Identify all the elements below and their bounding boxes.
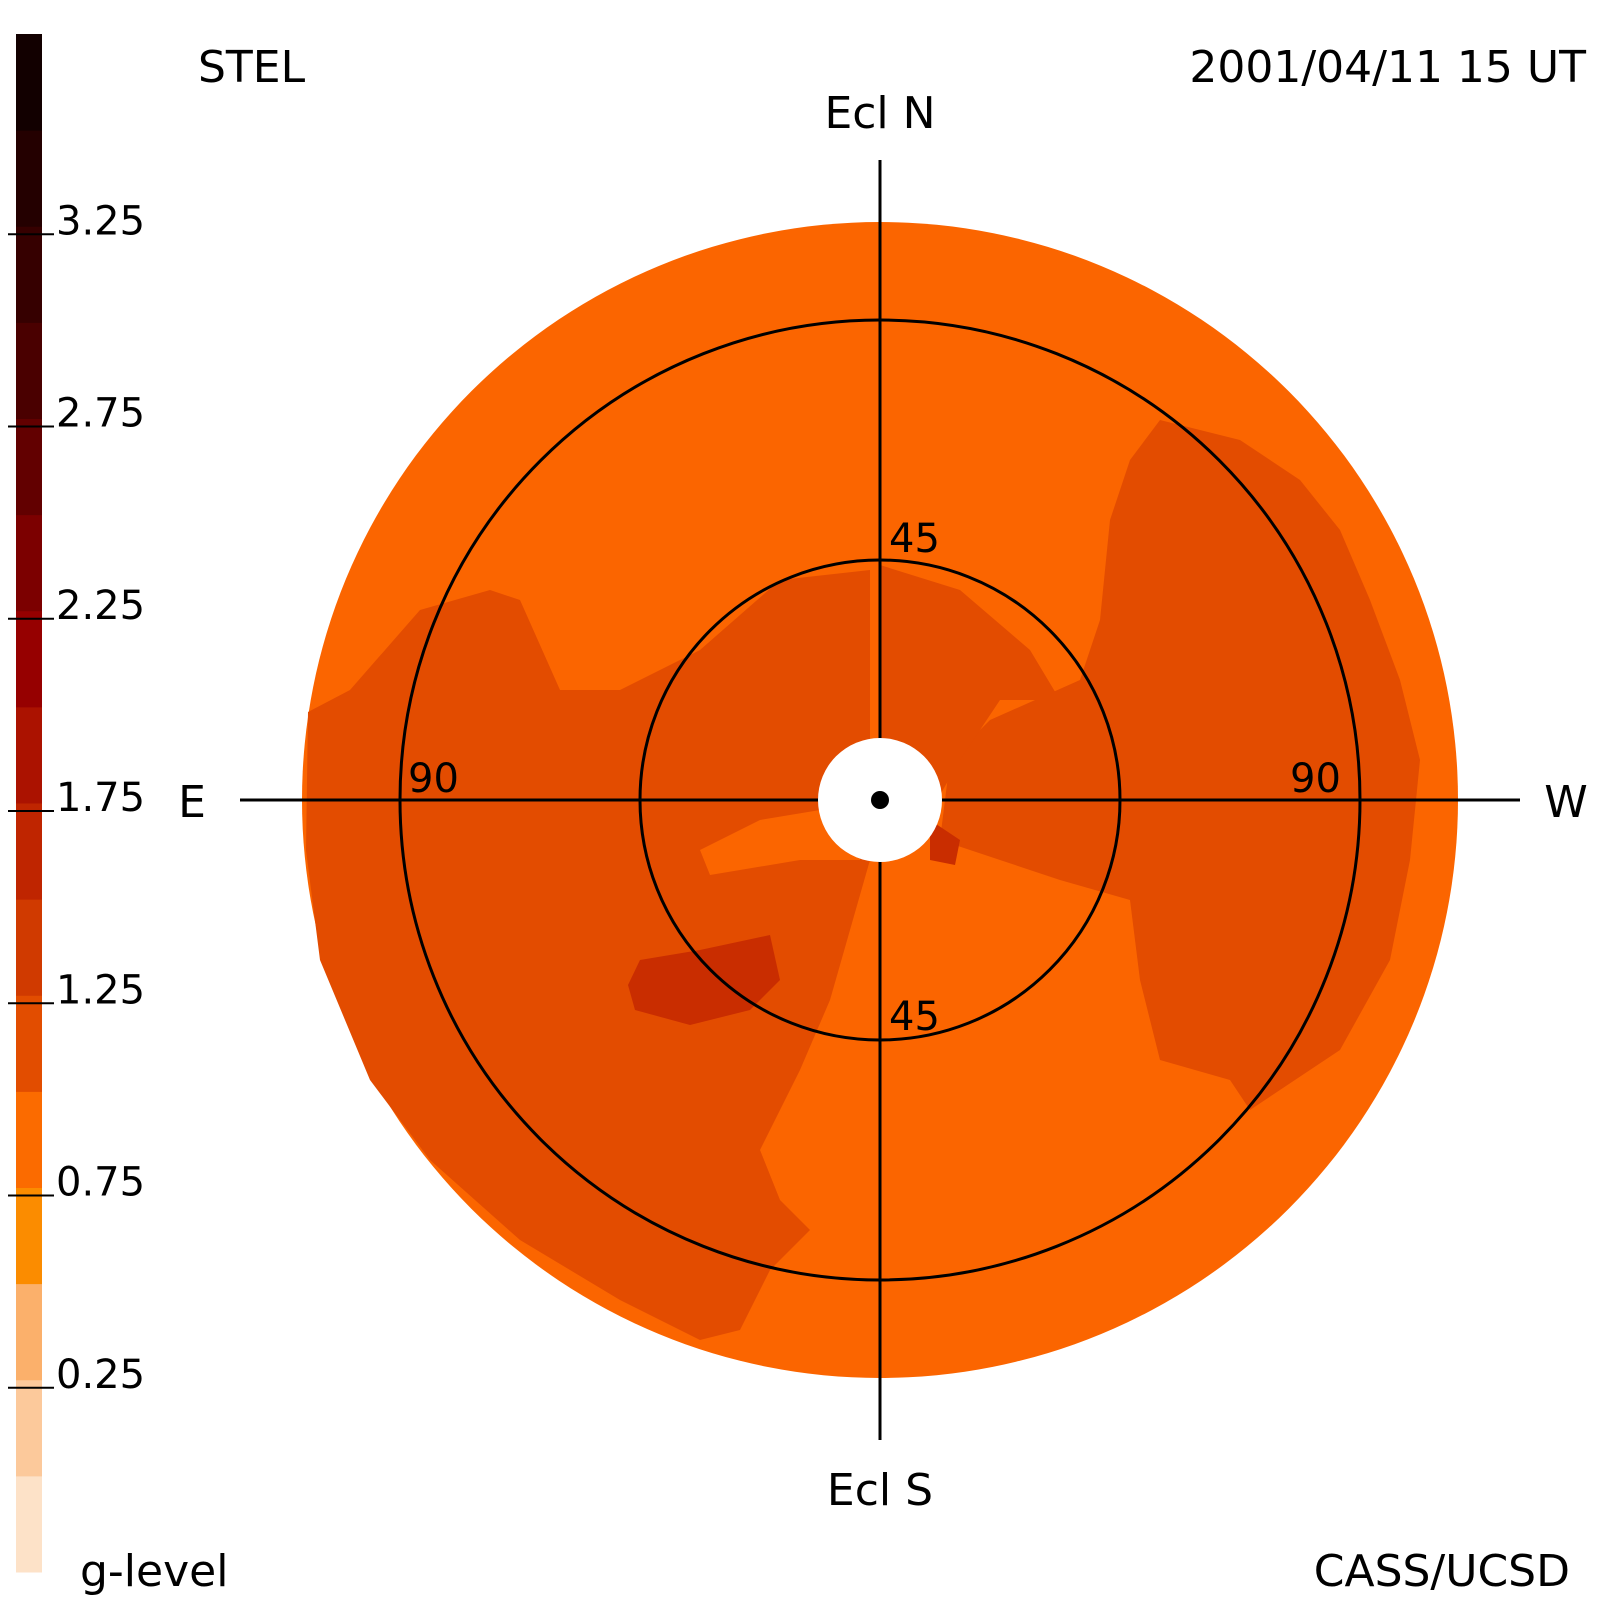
colorbar-tick-label: 1.75 (56, 775, 145, 821)
colorbar-band (16, 610, 42, 708)
colorbar-band (16, 1283, 42, 1381)
colorbar-band (16, 514, 42, 612)
ring-label-90-west: 90 (1290, 756, 1341, 802)
colorbar-tick-label: 1.25 (56, 967, 145, 1013)
colorbar-band (16, 322, 42, 419)
compass-west: W (1544, 777, 1588, 828)
colorbar-band (16, 1187, 42, 1285)
region-enhanced-small (930, 820, 960, 865)
region-east-dark (306, 570, 870, 1340)
ring-label-45-top: 45 (889, 516, 940, 562)
colorbar-ticks: 3.25 2.75 2.25 1.75 1.25 0.75 0.25 (8, 198, 145, 1398)
region-enhanced (628, 935, 780, 1025)
colorbar-band (16, 226, 42, 323)
compass-north: Ecl N (824, 88, 935, 139)
colorbar-tick-label: 0.25 (56, 1352, 145, 1398)
colorbar-band (16, 995, 42, 1092)
compass-south: Ecl S (827, 1465, 933, 1516)
credit-label: CASS/UCSD (1314, 1546, 1570, 1597)
colorbar-band (16, 899, 42, 996)
ring-label-90-east: 90 (408, 756, 459, 802)
colorbar-tick-label: 3.25 (56, 198, 145, 244)
region-west-dark (940, 420, 1420, 1110)
sun-center-dot (871, 791, 889, 809)
colorbar-band (16, 418, 42, 516)
colorbar-band (16, 1091, 42, 1188)
colorbar-band (16, 34, 42, 131)
colorbar-label: g-level (80, 1546, 228, 1597)
colorbar (16, 34, 42, 1573)
compass-east: E (178, 777, 206, 828)
sky-map: 45 45 90 90 (240, 160, 1520, 1440)
colorbar-band (16, 130, 42, 227)
colorbar-band (16, 1379, 42, 1477)
timestamp-label: 2001/04/11 15 UT (1189, 42, 1586, 93)
region-center-light (700, 810, 860, 875)
colorbar-tick-label: 2.75 (56, 391, 145, 437)
colorbar-tick-label: 2.25 (56, 583, 145, 629)
colorbar-band (16, 1475, 42, 1573)
colorbar-tick-label: 0.75 (56, 1160, 145, 1206)
instrument-label: STEL (198, 42, 306, 93)
colorbar-band (16, 803, 42, 900)
colorbar-band (16, 706, 42, 804)
ring-label-45-bottom: 45 (889, 994, 940, 1040)
